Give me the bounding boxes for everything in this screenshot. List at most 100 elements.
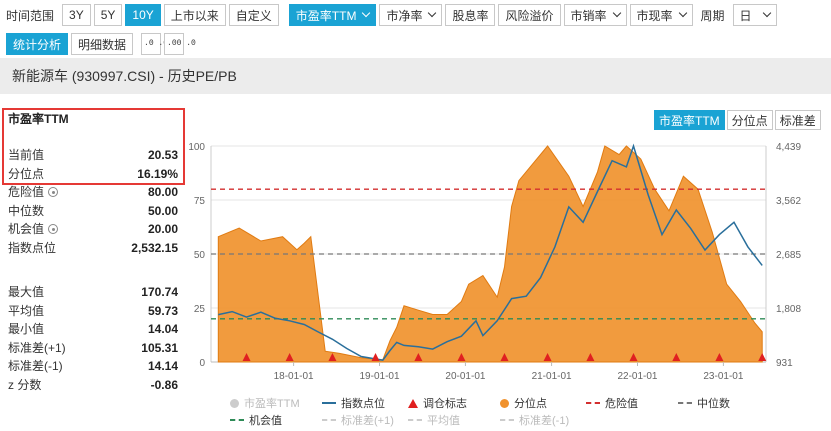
- decrease-decimals-button[interactable]: .00 .0: [164, 33, 196, 55]
- metric-ps-dropdown[interactable]: 市销率: [563, 4, 627, 26]
- stat-value: 16.19%: [137, 166, 178, 181]
- legend-item-percentile[interactable]: 分位点: [500, 395, 547, 411]
- stat-label: 指数点位: [8, 240, 57, 255]
- metric-risk-premium-button[interactable]: 风险溢价: [498, 4, 561, 26]
- stat-row-min: 最小值 14.04: [6, 320, 182, 339]
- stat-value: 59.73: [147, 303, 178, 318]
- legend-item-rebalance[interactable]: 调仓标志: [408, 395, 467, 411]
- y-right-tick-label: 1,808: [776, 304, 801, 315]
- range-custom-button[interactable]: 自定义: [228, 4, 279, 26]
- range-since-listing-button[interactable]: 上市以来: [163, 4, 226, 26]
- legend-dash-icon: [500, 419, 514, 421]
- metric-pb-dropdown[interactable]: 市净率: [379, 4, 443, 26]
- chart-tab-pe-ttm[interactable]: 市盈率TTM: [654, 110, 725, 130]
- legend-item-std-plus[interactable]: 标准差(+1): [322, 412, 394, 428]
- legend-item-std-minus[interactable]: 标准差(-1): [500, 412, 569, 428]
- legend-label: 分位点: [514, 398, 547, 410]
- stat-value: 2,532.15: [131, 240, 178, 255]
- chevron-down-icon: [428, 8, 437, 18]
- range-5y-button[interactable]: 5Y: [93, 4, 123, 26]
- y-left-tick-label: 100: [188, 142, 205, 153]
- stat-label: 最大值: [8, 285, 45, 299]
- rebalance-marker: [543, 353, 552, 361]
- stat-value: 20.00: [147, 222, 178, 236]
- legend-label: 平均值: [427, 415, 460, 427]
- rebalance-marker: [586, 353, 595, 361]
- stats-title: 市盈率TTM: [8, 112, 69, 126]
- legend-item-median[interactable]: 中位数: [678, 395, 730, 411]
- chart-tab-stddev[interactable]: 标准差: [774, 110, 821, 130]
- legend-dash-icon: [230, 419, 244, 421]
- stat-value: 80.00: [147, 185, 178, 199]
- x-tick-label: 22-01-01: [617, 371, 657, 382]
- stat-label: 危险值: [8, 185, 45, 199]
- legend-label: 调仓标志: [423, 398, 467, 410]
- tab-statistics[interactable]: 统计分析: [6, 33, 69, 55]
- period-label: 周期: [700, 8, 725, 23]
- legend-line-icon: [322, 402, 336, 404]
- stat-label: 最小值: [8, 322, 45, 336]
- legend-dash-icon: [586, 402, 600, 404]
- range-3y-button[interactable]: 3Y: [62, 4, 91, 26]
- settings-icon[interactable]: [48, 224, 59, 234]
- stat-row-index: 指数点位 2,532.15: [6, 239, 182, 258]
- metric-dividend-yield-button[interactable]: 股息率: [445, 4, 496, 26]
- y-right-tick-label: 2,685: [776, 250, 801, 261]
- highlight-box: [2, 108, 185, 185]
- legend-label: 标准差(+1): [341, 415, 394, 427]
- metric-pb-label: 市净率: [386, 8, 423, 23]
- chart-tab-percentile[interactable]: 分位点: [726, 110, 773, 130]
- metric-pe-ttm-dropdown[interactable]: 市盈率TTM: [288, 4, 377, 26]
- legend-dot-icon: [500, 398, 509, 408]
- legend-item-pe-ttm[interactable]: 市盈率TTM: [230, 395, 300, 411]
- stat-label: 机会值: [8, 222, 45, 236]
- legend-label: 标准差(-1): [519, 415, 570, 427]
- legend-dash-icon: [408, 419, 422, 421]
- x-tick-label: 19-01-01: [360, 371, 400, 382]
- chevron-down-icon: [762, 8, 771, 18]
- stat-label: 中位数: [8, 203, 45, 218]
- stat-row-zscore: z 分数 -0.86: [6, 376, 182, 395]
- legend-item-danger[interactable]: 危险值: [586, 395, 638, 411]
- chevron-down-icon: [612, 8, 621, 18]
- y-left-tick-label: 50: [194, 250, 206, 261]
- settings-icon[interactable]: [48, 187, 59, 197]
- legend-dot-icon: [230, 398, 239, 408]
- period-dropdown[interactable]: 日: [732, 4, 777, 26]
- stat-value: 50.00: [147, 203, 178, 218]
- chart-tabs: 市盈率TTM 分位点 标准差: [654, 110, 823, 130]
- period-value: 日: [739, 8, 752, 23]
- stat-value: 14.14: [147, 359, 178, 373]
- rebalance-marker: [285, 353, 294, 361]
- metric-pcf-dropdown[interactable]: 市现率: [629, 4, 693, 26]
- increase-decimals-button[interactable]: .0 .00: [141, 33, 173, 55]
- stats-panel: 市盈率TTM 当前值 20.53 分位点 16.19% 危险值 80.00 中位数 50…: [6, 108, 182, 394]
- stat-value: 170.74: [141, 285, 178, 299]
- stat-row-std-minus: 标准差(-1) 14.14: [6, 357, 182, 376]
- metric-ps-label: 市销率: [570, 8, 607, 23]
- range-10y-button[interactable]: 10Y: [125, 4, 161, 26]
- stat-label: z 分数: [8, 377, 42, 392]
- rebalance-marker: [715, 353, 724, 361]
- stat-row-current: 当前值 20.53: [6, 146, 182, 165]
- increase-decimals-icon: .0 .00: [144, 39, 173, 48]
- legend-item-opportunity[interactable]: 机会值: [230, 412, 282, 428]
- rebalance-marker: [758, 353, 767, 361]
- y-left-tick-label: 75: [194, 196, 206, 207]
- x-tick-label: 23-01-01: [703, 371, 743, 382]
- rebalance-marker: [371, 353, 380, 361]
- legend-item-index[interactable]: 指数点位: [322, 395, 385, 411]
- legend-item-mean[interactable]: 平均值: [408, 412, 460, 428]
- rebalance-marker: [500, 353, 509, 361]
- rebalance-marker: [414, 353, 423, 361]
- legend-dash-icon: [678, 402, 692, 404]
- y-left-tick-label: 0: [199, 358, 205, 369]
- index-line-series: [218, 143, 763, 362]
- stat-row-percentile: 分位点 16.19%: [6, 165, 182, 184]
- x-tick-label: 18-01-01: [274, 371, 314, 382]
- pe-history-chart[interactable]: 0 25 50 75 100 931 1,808 2,685 3,562 4,439 18-01-0…: [185, 138, 825, 388]
- y-right-tick-label: 931: [776, 358, 793, 369]
- y-left-tick-label: 25: [194, 304, 206, 315]
- tab-detail-data[interactable]: 明细数据: [71, 33, 134, 55]
- chevron-down-icon: [678, 8, 687, 18]
